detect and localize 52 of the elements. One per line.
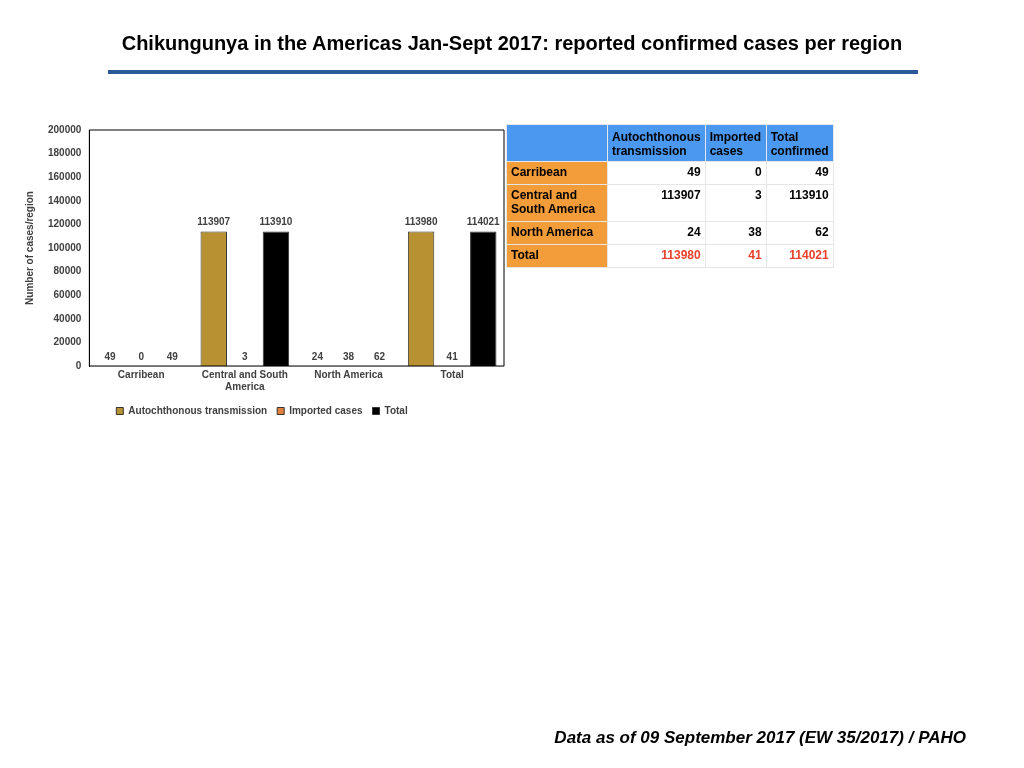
data-label: 38 xyxy=(705,221,767,245)
data-label: 113910 xyxy=(259,216,293,228)
y-tick-label: 100000 xyxy=(47,241,82,253)
y-tick-label: 200000 xyxy=(47,123,82,135)
y-tick-label: 180000 xyxy=(47,147,82,159)
data-label: 113910 xyxy=(766,184,834,222)
x-tick-label: Carribean xyxy=(117,368,165,380)
data-label: 3 xyxy=(705,184,767,222)
y-tick-label: 0 xyxy=(75,359,82,371)
data-label: 49 xyxy=(104,350,117,362)
data-label: 38 xyxy=(342,350,355,362)
data-label: 62 xyxy=(374,350,386,362)
y-tick-label: 80000 xyxy=(53,265,82,277)
legend-label: Total xyxy=(384,404,408,416)
data-label: 49 xyxy=(766,161,834,185)
y-tick-label: 120000 xyxy=(47,218,82,230)
data-label: 113907 xyxy=(607,184,706,222)
text: Imported cases xyxy=(705,124,767,162)
y-tick-label: 140000 xyxy=(47,194,82,206)
data-label: 113907 xyxy=(197,216,231,228)
data-label: 113980 xyxy=(404,216,438,228)
y-axis-title: Number of cases/region xyxy=(23,191,35,305)
data-label: 3 xyxy=(242,350,249,362)
data-label: 62 xyxy=(766,221,834,245)
x-tick-label: North America xyxy=(314,368,384,380)
data-label: 114021 xyxy=(766,244,834,268)
data-label: 49 xyxy=(166,350,179,362)
chart-title: Chikungunya in the Americas Jan-Sept 2017: reported confirmed cases per region xyxy=(120,32,904,55)
legend-label: Imported cases xyxy=(289,404,363,416)
category-label: North America xyxy=(506,221,608,245)
y-tick-label: 60000 xyxy=(53,288,82,300)
data-label: 49 xyxy=(607,161,706,185)
data-label: 24 xyxy=(607,221,706,245)
y-tick-label: 40000 xyxy=(53,312,82,324)
category-label: Carribean xyxy=(506,161,608,185)
data-label: 114021 xyxy=(466,216,501,228)
y-tick-label: 20000 xyxy=(53,336,82,348)
x-tick-label: Central and South America xyxy=(201,368,288,392)
text: Autochthonous transmission xyxy=(607,124,706,162)
data-label: 0 xyxy=(138,350,145,362)
text: Data as of 09 September 2017 (EW 35/2017) / PAHO xyxy=(554,728,966,748)
data-label: 0 xyxy=(705,161,767,185)
category-label: Central and South America xyxy=(506,184,608,222)
data-label: 24 xyxy=(311,350,324,362)
data-label: 113980 xyxy=(607,244,706,268)
data-label: 41 xyxy=(705,244,767,268)
x-tick-label: Total xyxy=(440,368,464,380)
y-tick-label: 160000 xyxy=(47,170,82,182)
legend-label: Autochthonous transmission xyxy=(128,404,268,416)
text: Total confirmed xyxy=(766,124,834,162)
data-label: 41 xyxy=(446,350,459,362)
category-label: Total xyxy=(506,244,608,268)
